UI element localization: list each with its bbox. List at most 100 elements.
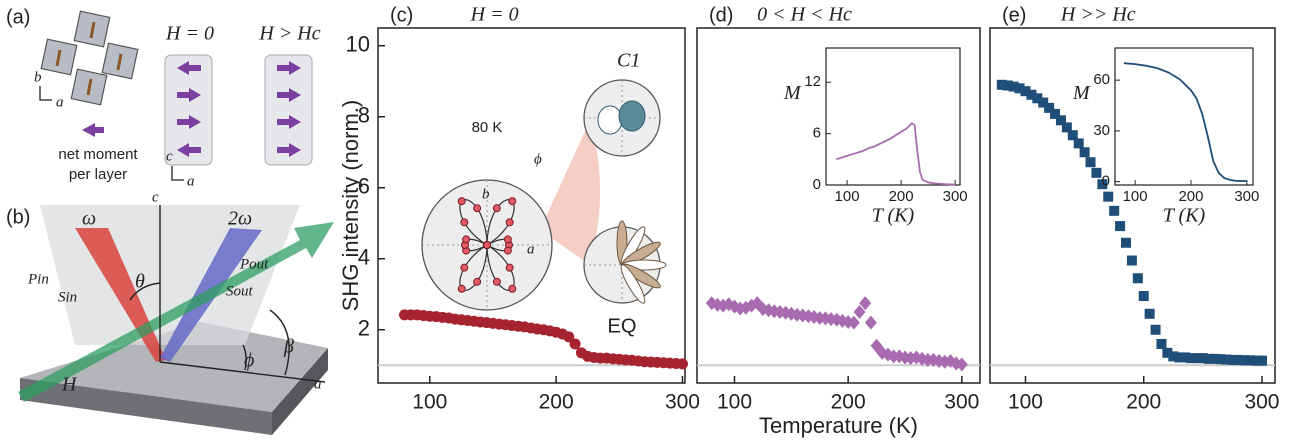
inset-x-tick-label: 200 bbox=[889, 188, 914, 205]
inset-y-tick-label: 0 bbox=[1102, 173, 1110, 190]
inset-x-tick-label: 300 bbox=[1234, 188, 1259, 205]
point bbox=[1032, 93, 1043, 104]
slab-side bbox=[272, 348, 328, 435]
inset-y-tick-label: 60 bbox=[1093, 71, 1110, 88]
polar-dot bbox=[462, 235, 471, 244]
point bbox=[1251, 355, 1262, 366]
point bbox=[853, 305, 866, 319]
axis-c: c bbox=[166, 148, 173, 164]
polar-dot bbox=[457, 284, 466, 293]
axis-a: a bbox=[314, 376, 322, 392]
panel-label: (a) bbox=[6, 6, 30, 28]
omega2: 2ω bbox=[228, 208, 252, 230]
point bbox=[1079, 147, 1090, 158]
panel-label: (e) bbox=[1002, 4, 1026, 26]
point bbox=[1256, 355, 1267, 366]
moment-arrow bbox=[82, 123, 104, 137]
layer-box bbox=[264, 54, 313, 166]
panel-title: H >> Hc bbox=[1060, 4, 1136, 26]
point bbox=[864, 315, 877, 330]
panel-a: (a) b a net moment per layer H = 0 H > H… bbox=[6, 6, 321, 189]
x-tick-label: 300 bbox=[944, 391, 979, 414]
polar-dot bbox=[505, 218, 514, 227]
point bbox=[1132, 273, 1143, 284]
polar-a: a bbox=[527, 241, 535, 257]
y-tick-label: 4 bbox=[358, 245, 370, 270]
axes bbox=[129, 205, 326, 383]
note: net moment bbox=[58, 146, 138, 163]
point bbox=[563, 331, 575, 343]
x-tick-label: 100 bbox=[1008, 391, 1043, 414]
point bbox=[1073, 138, 1084, 149]
point bbox=[1067, 130, 1078, 141]
polar-eq: EQ bbox=[608, 315, 637, 337]
label-hc: H > Hc bbox=[258, 23, 320, 45]
polar-dot bbox=[508, 284, 517, 293]
inset-x-tick-label: 100 bbox=[1123, 188, 1148, 205]
polar-phi: ϕ bbox=[534, 151, 542, 167]
polar-temp: 80 K bbox=[472, 119, 503, 136]
p-in: Pin bbox=[27, 271, 49, 287]
field-label: H bbox=[61, 374, 78, 396]
polar-dot bbox=[503, 246, 512, 255]
point bbox=[1097, 179, 1108, 190]
layer-box bbox=[164, 54, 213, 166]
inset-frame bbox=[1114, 47, 1254, 186]
inset-frame bbox=[825, 47, 961, 186]
polar-dot bbox=[460, 218, 469, 227]
polar-dot bbox=[483, 241, 491, 249]
point bbox=[1203, 353, 1214, 364]
point bbox=[1138, 291, 1149, 302]
panel-b: (b) c ω 2ω Pin Sin Pout Sout θ ϕ β H a bbox=[6, 189, 334, 435]
point bbox=[1044, 102, 1055, 113]
panel-label: (d) bbox=[709, 4, 733, 26]
x-tick-label: 100 bbox=[717, 391, 752, 414]
x-tick-label: 200 bbox=[1126, 391, 1161, 414]
x-axis-label: Temperature (K) bbox=[759, 413, 918, 438]
point bbox=[1221, 354, 1232, 365]
x-tick-label: 300 bbox=[665, 391, 700, 414]
inset-y-label: M bbox=[1072, 82, 1091, 104]
layer-arrows bbox=[177, 61, 301, 157]
plane bbox=[40, 205, 300, 345]
y-tick-label: 6 bbox=[358, 174, 370, 199]
point bbox=[1055, 115, 1066, 126]
x-tick-label: 200 bbox=[831, 391, 866, 414]
s-out: Sout bbox=[226, 283, 254, 299]
inset-x-label: T (K) bbox=[872, 205, 915, 227]
point bbox=[1197, 353, 1208, 364]
inset-y-tick-label: 6 bbox=[813, 125, 821, 142]
point bbox=[1144, 308, 1155, 319]
point bbox=[1215, 354, 1226, 365]
point bbox=[1061, 122, 1072, 133]
s-in: Sin bbox=[58, 289, 77, 305]
point bbox=[1109, 205, 1120, 216]
point bbox=[1014, 83, 1025, 94]
point bbox=[1120, 237, 1131, 248]
point bbox=[569, 338, 581, 350]
inset-y-label: M bbox=[783, 82, 802, 104]
point bbox=[1191, 353, 1202, 364]
axis-a: a bbox=[187, 173, 195, 189]
polar-dot bbox=[492, 277, 501, 286]
point bbox=[1180, 352, 1191, 363]
point bbox=[1162, 347, 1173, 358]
point bbox=[1233, 354, 1244, 365]
inset-y-tick-label: 30 bbox=[1093, 122, 1110, 139]
polar-c1: C1 bbox=[617, 50, 640, 72]
omega: ω bbox=[82, 208, 96, 230]
axes bbox=[39, 86, 52, 101]
point bbox=[1050, 108, 1061, 119]
point bbox=[1020, 86, 1031, 97]
polar-dot bbox=[508, 197, 517, 206]
polar-dot bbox=[473, 277, 482, 286]
inset-x-tick-label: 300 bbox=[943, 188, 968, 205]
point bbox=[1085, 157, 1096, 168]
axis-a: a bbox=[56, 94, 64, 110]
slab-top bbox=[20, 322, 328, 412]
point bbox=[1150, 324, 1161, 335]
axis-c: c bbox=[152, 189, 159, 205]
field-arrow bbox=[18, 222, 334, 402]
polar-dot bbox=[503, 235, 512, 244]
inset-x-label: T (K) bbox=[1163, 205, 1206, 227]
